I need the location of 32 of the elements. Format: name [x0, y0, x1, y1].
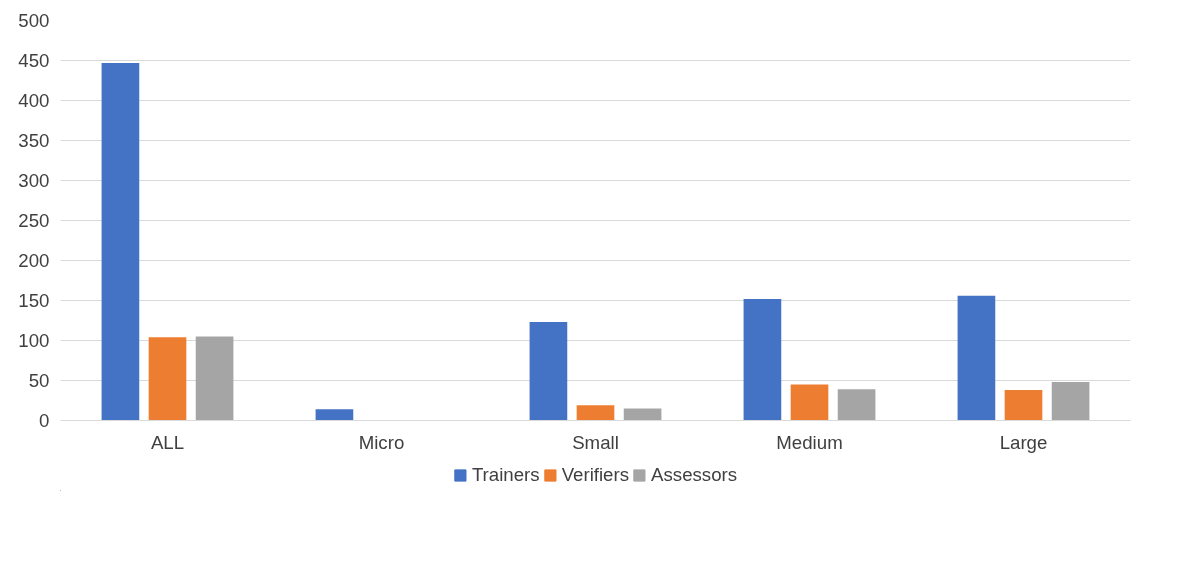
- y-tick-label: 250: [18, 210, 50, 231]
- bar: [1004, 390, 1043, 421]
- x-tick-label: Large: [999, 431, 1048, 453]
- bar: [315, 409, 354, 421]
- y-tick-label: 350: [18, 130, 50, 151]
- y-tick-label: 0: [39, 410, 50, 431]
- bar: [743, 298, 782, 421]
- bar: [101, 62, 140, 421]
- bar: [837, 389, 876, 421]
- y-tick-label: 300: [18, 170, 50, 191]
- x-tick-label: ALL: [150, 431, 185, 453]
- bar: [148, 337, 187, 421]
- y-tick-label: 50: [28, 370, 50, 391]
- bar: [1051, 382, 1090, 421]
- legend-label: Trainers: [471, 464, 540, 486]
- bar: [623, 408, 662, 421]
- x-tick-label: Medium: [776, 431, 843, 453]
- y-tick-label: 400: [18, 90, 50, 111]
- bar: [529, 322, 568, 421]
- bar: [576, 405, 615, 421]
- legend-label: Verifiers: [561, 464, 630, 486]
- y-tick-label: 500: [18, 10, 50, 31]
- y-tick-label: 450: [18, 50, 50, 71]
- y-tick-label: 100: [18, 330, 50, 351]
- bar: [957, 295, 996, 421]
- x-tick-label: Small: [572, 431, 619, 453]
- y-tick-label: 200: [18, 250, 50, 271]
- bar: [790, 384, 829, 421]
- legend-label: Assessors: [651, 464, 738, 486]
- y-tick-label: 150: [18, 290, 50, 311]
- x-tick-label: Micro: [358, 431, 405, 453]
- bar: [195, 336, 234, 421]
